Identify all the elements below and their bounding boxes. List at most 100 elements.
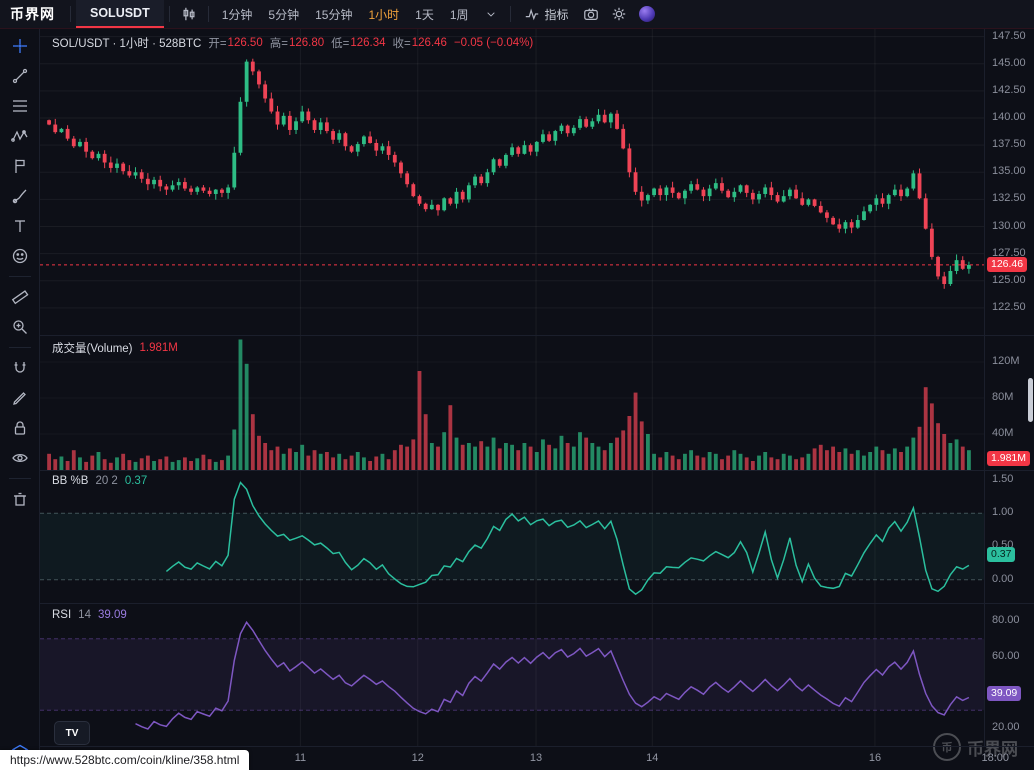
axis-tick-label: 142.50 (992, 83, 1026, 96)
text-tool-icon[interactable] (7, 214, 33, 238)
toolbar-section-divider (8, 276, 31, 277)
axis-tick-label: 140.00 (992, 111, 1026, 124)
axis-tick-label: 125.00 (992, 273, 1026, 286)
crosshair-tool-icon[interactable] (7, 34, 33, 58)
high-value: 126.80 (288, 37, 325, 49)
site-watermark: 币 币界网 (933, 733, 1018, 761)
measure-ruler-tool-icon[interactable] (7, 285, 33, 309)
brush-tool-icon[interactable] (7, 184, 33, 208)
time-tick-label: 18:00 (981, 752, 1009, 764)
panel-separator[interactable] (40, 470, 1034, 471)
emoji-tool-icon[interactable] (7, 244, 33, 268)
browser-scrollbar-thumb[interactable] (1028, 378, 1033, 422)
trend-line-tool-icon[interactable] (7, 64, 33, 88)
axis-tick-label: 80.00 (992, 613, 1020, 626)
axis-value-badge: 0.37 (987, 547, 1016, 563)
top-toolbar: 币界网 SOLUSDT 1分钟 5分钟 15分钟 1小时 1天 1周 指标 (0, 0, 1034, 29)
drawing-toolbar (0, 28, 40, 770)
main-chart-legend: SOL/USDT · 1小时 · 528BTC 开= 126.50 高= 126.8… (52, 35, 533, 51)
forecast-tool-icon[interactable] (7, 154, 33, 178)
panel-separator[interactable] (40, 603, 1034, 604)
hide-drawings-eye-icon[interactable] (7, 446, 33, 470)
axis-tick-label: 135.00 (992, 165, 1026, 178)
bb-legend-params: 20 2 (95, 475, 118, 487)
price-chart-canvas[interactable] (40, 28, 984, 335)
timeframe-button-5分钟[interactable]: 5分钟 (260, 0, 307, 28)
rsi-legend-params: 14 (78, 609, 91, 621)
axis-tick-label: 132.50 (992, 192, 1026, 205)
bb-percent-b-canvas[interactable] (40, 470, 984, 603)
axis-tick-label: 130.00 (992, 219, 1026, 232)
watermark-text: 币界网 (967, 739, 1018, 759)
axis-tick-label: 127.50 (992, 246, 1026, 259)
lock-drawings-icon[interactable] (7, 416, 33, 440)
axis-tick-label: 80M (992, 391, 1014, 403)
timeframe-button-1周[interactable]: 1周 (442, 0, 477, 28)
toolbar-divider (70, 6, 71, 22)
panel-separator[interactable] (40, 335, 1034, 336)
time-tick-label: 14 (646, 752, 659, 764)
status-url: https://www.528btc.com/coin/kline/358.ht… (10, 753, 240, 767)
chart-plot-area[interactable]: SOL/USDT · 1小时 · 528BTC 开= 126.50 高= 126.8… (40, 28, 984, 746)
screenshot-camera-icon[interactable] (577, 0, 605, 28)
timeframe-group: 1分钟 5分钟 15分钟 1小时 1天 1周 (214, 0, 477, 28)
xabcd-pattern-tool-icon[interactable] (7, 124, 33, 148)
drawing-pencil-tool-icon[interactable] (7, 386, 33, 410)
chart-style-candles-icon[interactable] (175, 0, 203, 28)
time-scale[interactable]: 11 12 13 14 16 18:00 (40, 746, 1034, 770)
rsi-canvas[interactable] (40, 603, 984, 746)
timeframe-button-1分钟[interactable]: 1分钟 (214, 0, 261, 28)
timeframe-button-1小时[interactable]: 1小时 (360, 0, 407, 28)
axis-tick-label: 137.50 (992, 138, 1026, 151)
remove-drawings-trash-icon[interactable] (7, 487, 33, 511)
tradingview-logo[interactable]: TV (54, 721, 90, 745)
axis-value-badge: 39.09 (987, 686, 1022, 701)
timeframe-dropdown-chevron-icon[interactable] (477, 0, 505, 28)
avatar-circle-icon (638, 6, 655, 22)
toolbar-section-divider (8, 347, 31, 348)
time-axis-border (40, 746, 1034, 747)
symbol-button[interactable]: SOLUSDT (76, 0, 164, 28)
axis-value-badge: 1.981M (987, 451, 1031, 466)
toolbar-divider (168, 6, 170, 22)
indicators-button[interactable]: 指标 (516, 0, 577, 28)
magnet-tool-icon[interactable] (7, 356, 33, 380)
profile-avatar[interactable] (633, 0, 661, 28)
close-label: 收= (392, 38, 411, 50)
toolbar-divider (509, 6, 511, 22)
symbol-legend-title: SOL/USDT · 1小时 · 528BTC (52, 38, 202, 50)
fib-retracement-tool-icon[interactable] (7, 94, 33, 118)
time-tick-label: 11 (294, 752, 307, 764)
volume-legend-title: 成交量(Volume) (52, 343, 133, 355)
time-tick-label: 16 (868, 752, 882, 764)
price-scale[interactable]: 147.50 145.00 142.50 140.00 137.50 135.00 132.… (984, 28, 1034, 746)
time-tick-label: 12 (411, 752, 424, 764)
volume-legend: 成交量(Volume) 1.981M (52, 340, 178, 356)
axis-tick-label: 40M (992, 427, 1014, 439)
open-label: 开= (208, 38, 227, 50)
axis-tick-label: 20.00 (992, 721, 1020, 734)
timeframe-button-1天[interactable]: 1天 (407, 0, 442, 28)
rsi-legend-value: 39.09 (97, 609, 127, 621)
toolbar-section-divider (8, 478, 31, 479)
rsi-legend: RSI 14 39.09 (52, 609, 127, 621)
rsi-legend-title: RSI (52, 609, 72, 621)
volume-chart-canvas[interactable] (40, 335, 984, 470)
axis-tick-label: 1.50 (992, 472, 1014, 485)
timeframe-button-15分钟[interactable]: 15分钟 (307, 0, 360, 28)
candles-layer (47, 58, 971, 289)
bb-legend: BB %B 20 2 0.37 (52, 475, 147, 487)
high-label: 高= (269, 38, 288, 50)
close-value: 126.46 (411, 37, 447, 49)
axis-tick-label: 120M (992, 355, 1020, 367)
volume-legend-value: 1.981M (139, 342, 178, 354)
zoom-in-tool-icon[interactable] (7, 315, 33, 339)
low-label: 低= (331, 38, 350, 50)
axis-value-badge: 126.46 (987, 256, 1028, 272)
browser-status-link: https://www.528btc.com/coin/kline/358.ht… (0, 750, 250, 770)
axis-tick-label: 147.50 (992, 29, 1026, 42)
watermark-circle-icon: 币 (933, 733, 961, 761)
site-logo[interactable]: 币界网 (10, 6, 55, 22)
settings-gear-icon[interactable] (605, 0, 633, 28)
